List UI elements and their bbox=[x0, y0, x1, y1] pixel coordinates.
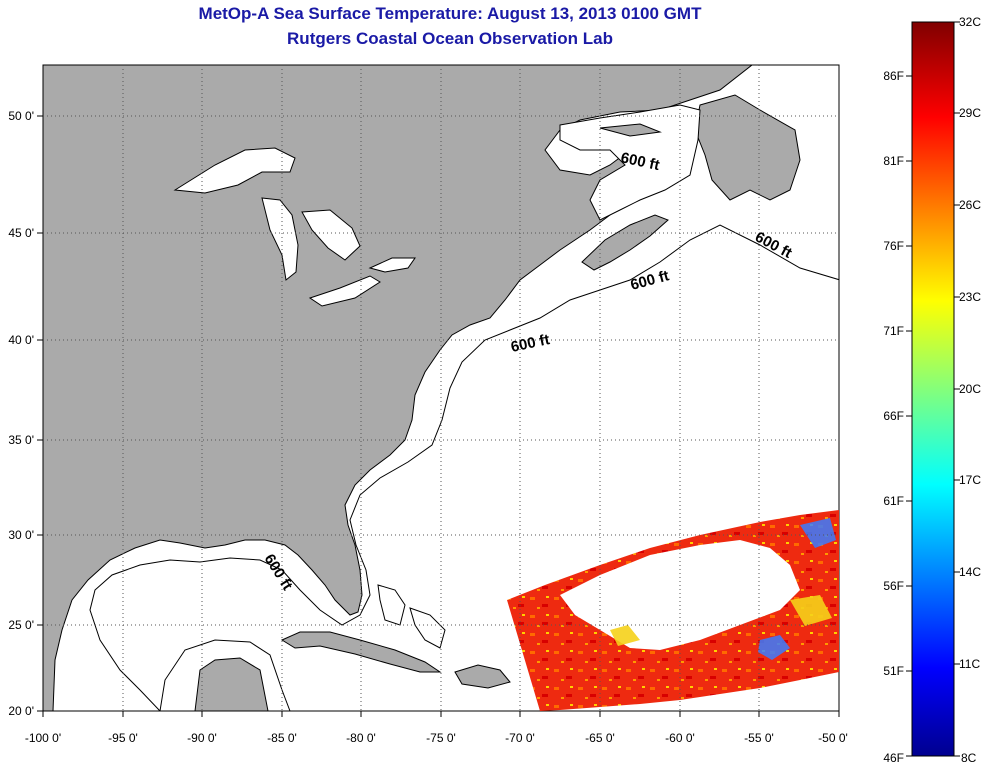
map-subtitle: Rutgers Coastal Ocean Observation Lab bbox=[287, 29, 613, 48]
fahrenheit-label: 71F bbox=[883, 324, 904, 338]
fahrenheit-label: 56F bbox=[883, 579, 904, 593]
y-tick-label: 20 0' bbox=[8, 704, 34, 718]
x-tick-label: -80 0' bbox=[346, 731, 376, 745]
x-axis: -100 0' -95 0' -90 0' -85 0' -80 0' -75 … bbox=[25, 711, 848, 745]
cool-water-patch bbox=[758, 518, 836, 660]
colorbar bbox=[911, 21, 955, 757]
y-tick-label: 40 0' bbox=[8, 333, 34, 347]
celsius-label: 11C bbox=[959, 657, 980, 671]
x-tick-label: -60 0' bbox=[665, 731, 695, 745]
land-newfoundland bbox=[694, 94, 801, 201]
fahrenheit-label: 86F bbox=[883, 69, 904, 83]
land-nova-scotia bbox=[581, 214, 669, 271]
y-tick-label: 35 0' bbox=[8, 433, 34, 447]
colorbar-fahrenheit: 86F 81F 76F 71F 66F 61F 56F 51F 46F bbox=[883, 69, 904, 765]
map-title: MetOp-A Sea Surface Temperature: August … bbox=[198, 4, 702, 23]
celsius-label: 17C bbox=[959, 473, 981, 487]
lake-michigan bbox=[261, 197, 299, 281]
isobath-600ft-yucatan bbox=[159, 639, 291, 711]
gulf-st-lawrence bbox=[559, 104, 701, 221]
celsius-label: 26C bbox=[959, 198, 981, 212]
celsius-label: 32C bbox=[959, 15, 981, 29]
lake-huron bbox=[301, 209, 361, 261]
x-tick-label: -100 0' bbox=[25, 731, 61, 745]
lake-ontario bbox=[368, 257, 416, 273]
mid-water-patch bbox=[610, 595, 832, 646]
land-mass bbox=[43, 65, 753, 711]
fahrenheit-label: 66F bbox=[883, 409, 904, 423]
x-tick-label: -65 0' bbox=[585, 731, 615, 745]
land-yucatan bbox=[194, 657, 269, 711]
fahrenheit-label: 61F bbox=[883, 494, 904, 508]
isobath-600ft bbox=[89, 224, 839, 711]
land-anticosti bbox=[599, 123, 662, 137]
land-hispaniola bbox=[454, 664, 511, 689]
x-tick-label: -50 0' bbox=[818, 731, 848, 745]
celsius-label: 29C bbox=[959, 106, 981, 120]
cloud-mask bbox=[560, 540, 800, 650]
fahrenheit-label: 51F bbox=[883, 664, 904, 678]
celsius-label: 8C bbox=[961, 751, 977, 765]
lake-superior bbox=[173, 147, 296, 194]
celsius-label: 20C bbox=[959, 382, 981, 396]
celsius-label: 14C bbox=[959, 565, 981, 579]
celsius-label: 23C bbox=[959, 290, 981, 304]
x-tick-label: -55 0' bbox=[744, 731, 774, 745]
y-axis: 20 0' 25 0' 30 0' 35 0' 40 0' 45 0' 50 0… bbox=[8, 109, 43, 718]
fahrenheit-label: 81F bbox=[883, 154, 904, 168]
x-tick-label: -95 0' bbox=[108, 731, 138, 745]
fahrenheit-label: 76F bbox=[883, 239, 904, 253]
y-tick-label: 50 0' bbox=[8, 109, 34, 123]
land-cuba bbox=[280, 631, 442, 673]
lake-erie bbox=[308, 275, 381, 307]
x-tick-label: -75 0' bbox=[426, 731, 456, 745]
x-tick-label: -85 0' bbox=[267, 731, 297, 745]
y-tick-label: 30 0' bbox=[8, 528, 34, 542]
fahrenheit-label: 46F bbox=[883, 751, 904, 765]
y-tick-label: 25 0' bbox=[8, 618, 34, 632]
map-grid bbox=[43, 65, 839, 711]
colorbar-ticks bbox=[906, 21, 960, 757]
y-tick-label: 45 0' bbox=[8, 226, 34, 240]
colorbar-celsius: 32C 29C 26C 23C 20C 17C 14C 11C 8C bbox=[959, 15, 981, 765]
x-tick-label: -70 0' bbox=[505, 731, 535, 745]
x-tick-label: -90 0' bbox=[187, 731, 217, 745]
